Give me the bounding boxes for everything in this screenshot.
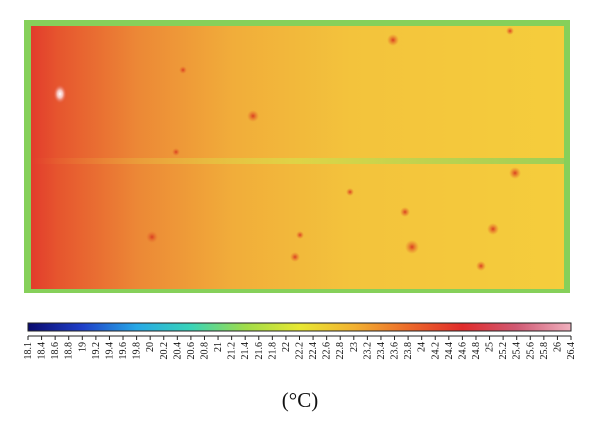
colorbar-tick-label: 23 (349, 342, 360, 352)
colorbar-tick-label: 21 (213, 342, 224, 352)
colorbar-tick-label: 26.4 (566, 342, 577, 360)
thermal-image (24, 20, 570, 293)
panel-seam (31, 158, 564, 164)
colorbar-tick-label: 25.8 (539, 342, 550, 360)
colorbar-tick-label: 22.8 (335, 342, 346, 360)
colorbar-tick-label: 24.2 (430, 342, 441, 360)
colorbar-tick-label: 22.4 (308, 342, 319, 360)
hot-spot (53, 84, 67, 104)
colorbar-tick-label: 22 (281, 342, 292, 352)
colorbar-tick-label: 18.6 (50, 342, 61, 360)
colorbar-tick-label: 25.4 (512, 342, 523, 360)
colorbar-tick-label: 19.8 (132, 342, 143, 360)
colorbar-tick-label: 23.2 (362, 342, 373, 360)
colorbar: 18.1 18.4 18.6 18.8 19 19.2 19.4 19.6 19.8 20 20.2… (23, 322, 577, 360)
colorbar-tick-label: 22.2 (295, 342, 306, 360)
colorbar-tick-label: 21.4 (240, 342, 251, 360)
colorbar-tick-label: 24.4 (444, 342, 455, 360)
colorbar-gradient (27, 322, 572, 332)
colorbar-tick-label: 19 (77, 342, 88, 352)
colorbar-tick-label: 25 (485, 342, 496, 352)
colorbar-tick-label: 24.8 (471, 342, 482, 360)
colorbar-tick-label: 20.6 (186, 342, 197, 360)
unit-label: (°C) (281, 388, 319, 412)
colorbar-tick-label: 23.4 (376, 342, 387, 360)
colorbar-tick-label: 20.2 (159, 342, 170, 360)
colorbar-tick-label: 25.2 (498, 342, 509, 360)
colorbar-tick-label: 23.6 (390, 342, 401, 360)
colorbar-tick-label: 22.6 (322, 342, 333, 360)
colorbar-tick-label: 19.2 (91, 342, 102, 360)
panel-body (31, 26, 564, 289)
colorbar-tick-label: 19.6 (118, 342, 129, 360)
colorbar-tick-label: 19.4 (104, 342, 115, 360)
colorbar-tick-label: 18.1 (23, 342, 34, 360)
colorbar-tick-label: 18.8 (64, 342, 75, 360)
colorbar-tick-label: 24 (417, 342, 428, 352)
colorbar-tick-label: 20.4 (172, 342, 183, 360)
colorbar-tick-label: 20.8 (199, 342, 210, 360)
colorbar-tick-label: 21.8 (267, 342, 278, 360)
colorbar-tick-label: 18.4 (37, 342, 48, 360)
colorbar-tick-label: 21.6 (254, 342, 265, 360)
colorbar-tick-label: 26 (552, 342, 563, 352)
colorbar-tick-label: 21.2 (227, 342, 238, 360)
colorbar-ticks: 18.1 18.4 18.6 18.8 19 19.2 19.4 19.6 19.8 20 20.2… (23, 336, 577, 360)
colorbar-tick-label: 24.6 (457, 342, 468, 360)
colorbar-tick-label: 25.6 (525, 342, 536, 360)
warm-spots (146, 27, 521, 271)
colorbar-tick-label: 23.8 (403, 342, 414, 360)
colorbar-tick-label: 20 (145, 342, 156, 352)
